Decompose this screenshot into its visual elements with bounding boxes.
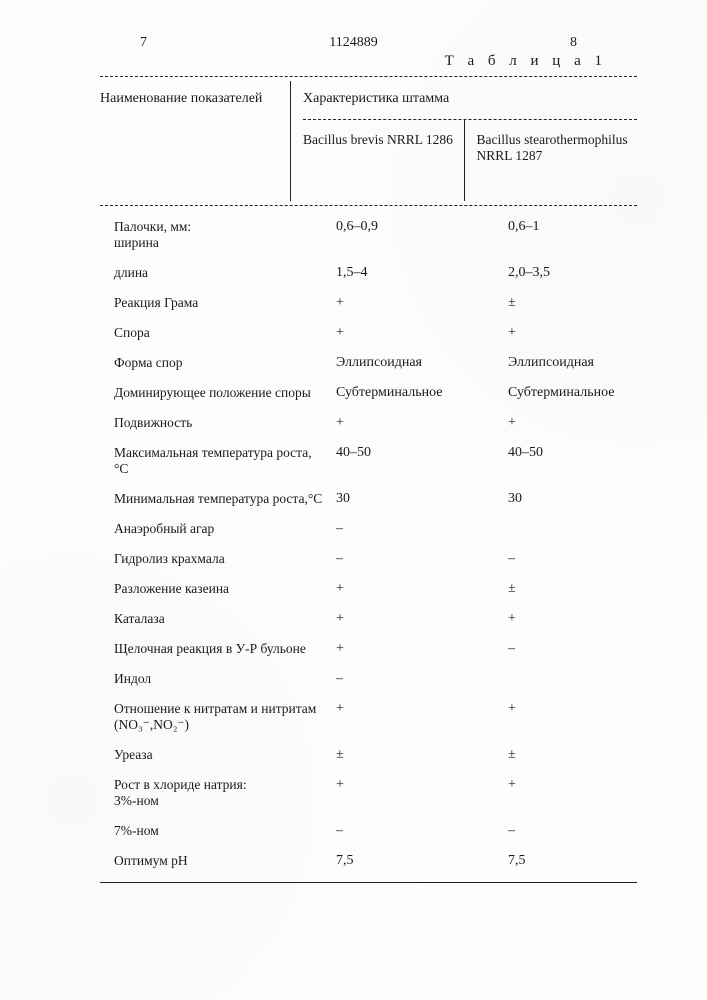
row-value-2 — [488, 664, 637, 694]
row-value-2: ± — [488, 740, 637, 770]
row-value-1: + — [326, 318, 488, 348]
row-value-1: ± — [326, 740, 488, 770]
row-label: Подвижность — [100, 408, 326, 438]
row-value-2: + — [488, 408, 637, 438]
table-label: Т а б л и ц а 1 — [100, 53, 607, 70]
data-table-body: Палочки, мм: ширина0,6–0,90,6–1 длина1,5… — [100, 212, 637, 876]
row-value-1: Субтерминальное — [326, 378, 488, 408]
row-value-1: – — [326, 816, 488, 846]
table-row: Гидролиз крахмала–– — [100, 544, 637, 574]
row-value-2: 2,0–3,5 — [488, 258, 637, 288]
table-row: Доминирующее положение спорыСубтерминаль… — [100, 378, 637, 408]
table-row: Анаэробный агар– — [100, 514, 637, 544]
table-row: Отношение к нитратам и нитритам (NO₃⁻,NO… — [100, 694, 637, 740]
row-value-2: + — [488, 318, 637, 348]
rule-mid — [100, 205, 637, 206]
table-row: Рост в хлориде натрия: 3%-ном++ — [100, 770, 637, 816]
row-value-2: – — [488, 816, 637, 846]
table-row: длина1,5–42,0–3,5 — [100, 258, 637, 288]
column-header-label: Наименование показателей — [100, 81, 290, 201]
row-label: Минимальная температура роста,°С — [100, 484, 326, 514]
row-value-1: + — [326, 408, 488, 438]
row-value-1: 7,5 — [326, 846, 488, 876]
rule-bottom — [100, 882, 637, 883]
row-value-2: 30 — [488, 484, 637, 514]
table-row: Подвижность++ — [100, 408, 637, 438]
row-value-1: + — [326, 770, 488, 816]
data-table: Палочки, мм: ширина0,6–0,90,6–1 длина1,5… — [100, 212, 637, 876]
table-row: Уреаза±± — [100, 740, 637, 770]
row-value-2: ± — [488, 574, 637, 604]
row-label: Каталаза — [100, 604, 326, 634]
row-value-2 — [488, 514, 637, 544]
strain-header-1: Bacillus brevis NRRL 1286 — [291, 120, 464, 201]
row-value-1: – — [326, 544, 488, 574]
row-label: Щелочная реакция в У-Р бульоне — [100, 634, 326, 664]
table-row: Индол– — [100, 664, 637, 694]
table-row: Щелочная реакция в У-Р бульоне+– — [100, 634, 637, 664]
rule-top — [100, 76, 637, 77]
row-value-1: + — [326, 574, 488, 604]
row-value-2: + — [488, 604, 637, 634]
row-label: 7%-ном — [100, 816, 326, 846]
row-value-2: + — [488, 770, 637, 816]
page-header-numbers: 7 1124889 8 — [100, 35, 637, 51]
row-label: Форма спор — [100, 348, 326, 378]
row-value-1: Эллипсоидная — [326, 348, 488, 378]
table-row: Форма спорЭллипсоиднаяЭллипсоидная — [100, 348, 637, 378]
strain-header-2: Bacillus stearothermophilus NRRL 1287 — [464, 120, 638, 201]
table-row: Спора++ — [100, 318, 637, 348]
row-label: Анаэробный агар — [100, 514, 326, 544]
row-label: Доминирующее положение споры — [100, 378, 326, 408]
table-row: 7%-ном–– — [100, 816, 637, 846]
column-header-group: Характеристика штамма Bacillus brevis NR… — [290, 81, 637, 201]
row-value-1: 1,5–4 — [326, 258, 488, 288]
table-header: Наименование показателей Характеристика … — [100, 81, 637, 201]
table-row: Оптимум pH7,57,5 — [100, 846, 637, 876]
table-row: Палочки, мм: ширина0,6–0,90,6–1 — [100, 212, 637, 258]
row-label: Оптимум pH — [100, 846, 326, 876]
row-label: Разложение казеина — [100, 574, 326, 604]
row-value-1: 30 — [326, 484, 488, 514]
row-label: Уреаза — [100, 740, 326, 770]
row-label: Гидролиз крахмала — [100, 544, 326, 574]
page-number-right: 8 — [570, 35, 577, 51]
row-value-1: + — [326, 634, 488, 664]
row-value-1: – — [326, 664, 488, 694]
row-value-2: ± — [488, 288, 637, 318]
page-number-left: 7 — [140, 35, 147, 51]
row-value-1: + — [326, 694, 488, 740]
row-label: Отношение к нитратам и нитритам (NO₃⁻,NO… — [100, 694, 326, 740]
row-value-2: 7,5 — [488, 846, 637, 876]
table-row: Минимальная температура роста,°С3030 — [100, 484, 637, 514]
row-value-2: 0,6–1 — [488, 212, 637, 258]
row-value-1: – — [326, 514, 488, 544]
table-row: Максимальная температура роста,°С40–5040… — [100, 438, 637, 484]
row-value-2: – — [488, 634, 637, 664]
table-row: Разложение казеина+± — [100, 574, 637, 604]
row-value-2: Субтерминальное — [488, 378, 637, 408]
row-label: Индол — [100, 664, 326, 694]
row-label: длина — [100, 258, 326, 288]
row-value-1: + — [326, 288, 488, 318]
row-label: Максимальная температура роста,°С — [100, 438, 326, 484]
row-value-2: – — [488, 544, 637, 574]
row-label: Спора — [100, 318, 326, 348]
row-value-1: 0,6–0,9 — [326, 212, 488, 258]
group-header-text: Характеристика штамма — [291, 81, 637, 113]
row-value-2: Эллипсоидная — [488, 348, 637, 378]
row-value-2: 40–50 — [488, 438, 637, 484]
document-page: 7 1124889 8 Т а б л и ц а 1 Наименование… — [0, 0, 707, 923]
strain-headers: Bacillus brevis NRRL 1286 Bacillus stear… — [291, 120, 637, 201]
row-label: Палочки, мм: ширина — [100, 212, 326, 258]
row-value-2: + — [488, 694, 637, 740]
row-label: Рост в хлориде натрия: 3%-ном — [100, 770, 326, 816]
row-value-1: + — [326, 604, 488, 634]
row-label: Реакция Грама — [100, 288, 326, 318]
table-row: Реакция Грама+± — [100, 288, 637, 318]
table-row: Каталаза++ — [100, 604, 637, 634]
row-value-1: 40–50 — [326, 438, 488, 484]
document-number: 1124889 — [329, 35, 377, 51]
